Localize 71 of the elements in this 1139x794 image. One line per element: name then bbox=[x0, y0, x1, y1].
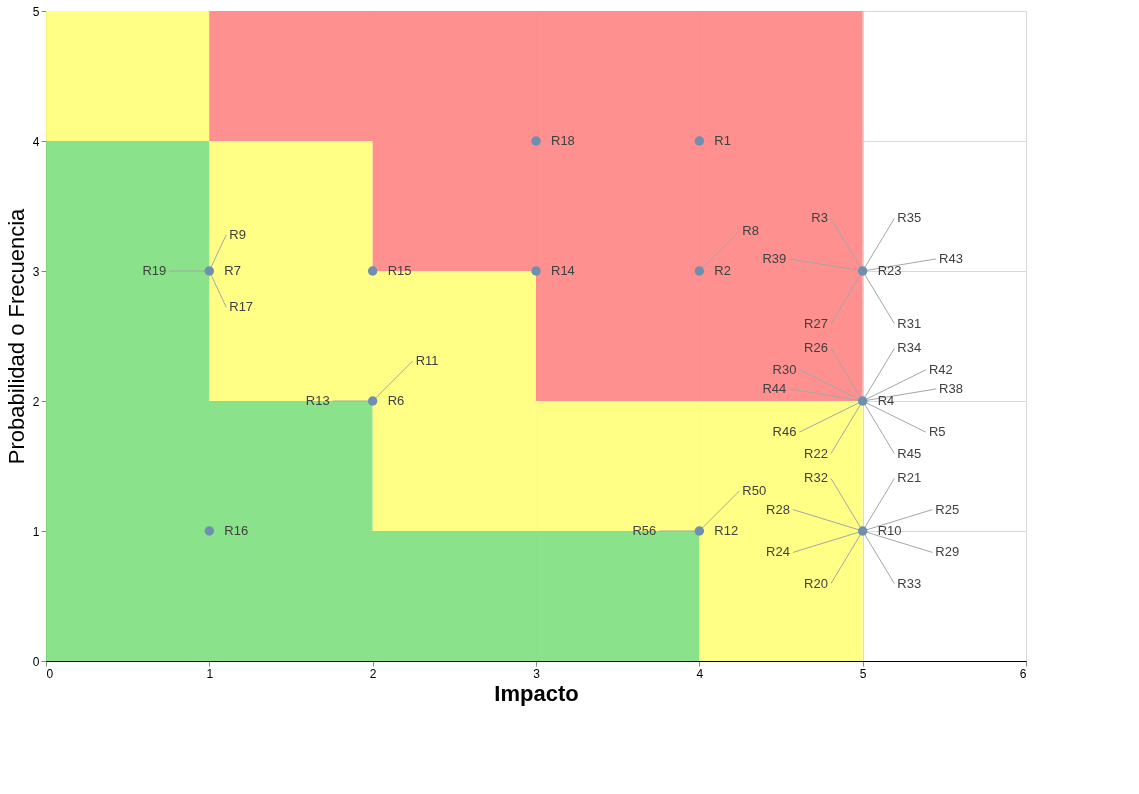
x-tick-label: 5 bbox=[859, 666, 867, 681]
annotation: R18 bbox=[551, 133, 575, 148]
annotation: R30 bbox=[772, 361, 797, 377]
annotation: R6 bbox=[387, 393, 405, 408]
annotation: R10 bbox=[877, 523, 902, 538]
x-axis-title: Impacto bbox=[494, 680, 579, 706]
x-tick-label: 3 bbox=[533, 666, 541, 681]
x-tick-label: 4 bbox=[696, 666, 704, 681]
annotation: R17 bbox=[229, 299, 254, 315]
annotation: R4 bbox=[877, 393, 895, 408]
annotation: R13 bbox=[305, 393, 330, 408]
annotation: R39 bbox=[762, 250, 787, 266]
annotation: R7 bbox=[224, 263, 241, 278]
annotation: R32 bbox=[804, 470, 828, 486]
annotation: R46 bbox=[772, 424, 797, 440]
y-tick-label: 4 bbox=[32, 134, 40, 149]
annotation: R27 bbox=[804, 315, 828, 331]
annotation: R22 bbox=[804, 445, 828, 461]
annotation: R11 bbox=[415, 353, 439, 368]
point bbox=[694, 526, 705, 536]
point bbox=[857, 266, 868, 276]
annotation: R43 bbox=[939, 250, 963, 266]
y-tick-label: 0 bbox=[32, 654, 40, 669]
annotation: R20 bbox=[804, 575, 828, 591]
x-tick-label: 2 bbox=[369, 666, 377, 681]
annotation: R21 bbox=[897, 470, 922, 486]
annotation: R9 bbox=[229, 226, 246, 242]
point bbox=[204, 266, 215, 276]
point bbox=[367, 396, 378, 406]
annotation: R8 bbox=[742, 223, 759, 238]
annotation: R25 bbox=[935, 501, 960, 517]
annotation: R45 bbox=[897, 445, 922, 461]
annotation: R35 bbox=[897, 210, 922, 226]
annotation: R15 bbox=[387, 263, 412, 278]
annotation: R38 bbox=[939, 380, 963, 396]
point bbox=[694, 266, 705, 276]
annotation: R50 bbox=[742, 483, 767, 498]
annotation: R2 bbox=[714, 263, 731, 278]
annotation: R19 bbox=[142, 263, 167, 278]
point bbox=[204, 526, 215, 536]
point bbox=[694, 136, 705, 146]
annotation: R12 bbox=[714, 523, 739, 538]
annotation: R31 bbox=[897, 315, 922, 331]
y-tick-label: 2 bbox=[32, 394, 40, 409]
annotation: R29 bbox=[935, 544, 960, 560]
annotation: R42 bbox=[928, 361, 953, 377]
annotation: R28 bbox=[766, 501, 790, 517]
annotation: R14 bbox=[551, 263, 575, 278]
annotation: R3 bbox=[811, 210, 828, 226]
annotation: R33 bbox=[897, 575, 922, 591]
annotation: R23 bbox=[877, 263, 902, 278]
y-tick-label: 1 bbox=[32, 524, 40, 539]
annotation: R34 bbox=[897, 340, 922, 356]
y-tick-label: 3 bbox=[32, 264, 40, 279]
annotation: R26 bbox=[804, 340, 828, 356]
x-tick-label: 0 bbox=[46, 666, 54, 681]
point bbox=[857, 526, 868, 536]
annotation: R16 bbox=[224, 523, 249, 538]
y-axis-title: Probabilidad o Frecuencia bbox=[3, 207, 29, 465]
point bbox=[367, 266, 378, 276]
point bbox=[857, 396, 868, 406]
x-tick-label: 1 bbox=[206, 666, 214, 681]
point bbox=[531, 266, 541, 276]
annotation: R24 bbox=[766, 544, 790, 560]
x-tick-label: 6 bbox=[1019, 666, 1027, 681]
annotation: R56 bbox=[632, 523, 657, 538]
annotation: R5 bbox=[928, 424, 946, 440]
point bbox=[531, 136, 541, 146]
y-tick-label: 5 bbox=[32, 4, 40, 19]
annotation: R1 bbox=[714, 133, 731, 148]
annotation: R44 bbox=[762, 380, 787, 396]
